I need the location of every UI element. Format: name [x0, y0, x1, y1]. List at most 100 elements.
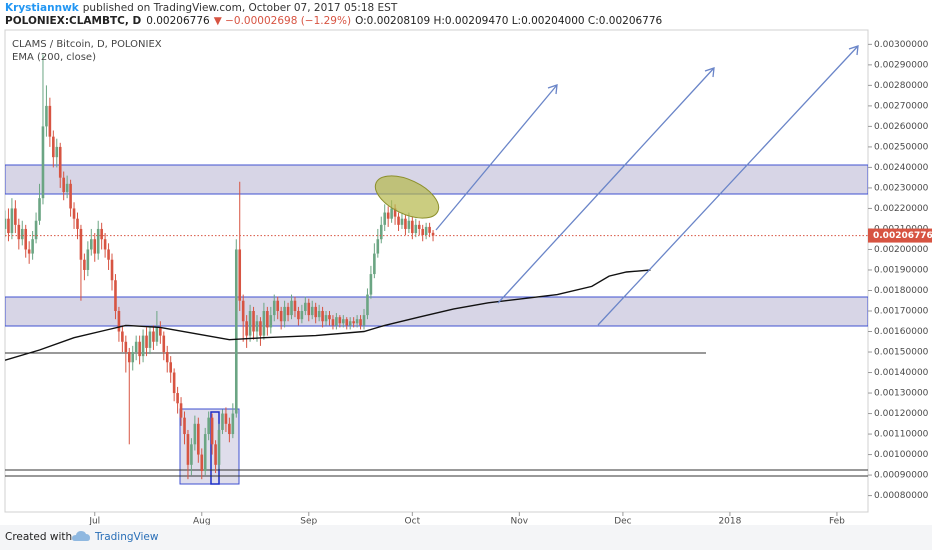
candle-body [34, 220, 38, 240]
y-tick-label: 0.00280000 [874, 81, 929, 91]
candle-body [234, 249, 238, 414]
candle-body [96, 228, 100, 254]
candle-body [90, 239, 93, 250]
candle-body [114, 280, 117, 311]
candle-body [373, 253, 376, 275]
candle-body [48, 105, 52, 137]
candle-body [145, 335, 148, 348]
candle-body [272, 300, 276, 316]
x-tick-label: Nov [511, 517, 529, 527]
y-tick-label: 0.00130000 [874, 389, 929, 399]
footer-brand[interactable]: TradingView [94, 531, 159, 543]
candle-body [238, 249, 242, 301]
candle-body [362, 315, 366, 326]
candle-body [162, 335, 166, 353]
candle-body [193, 423, 197, 445]
y-tick-label: 0.00190000 [874, 265, 929, 275]
candle-body [183, 417, 186, 435]
candle-body [17, 224, 21, 240]
y-tick-label: 0.00230000 [874, 183, 929, 193]
arrow [435, 84, 558, 231]
candle-body [255, 321, 259, 332]
footer-text: Created with [5, 531, 72, 543]
candle-body [69, 183, 72, 209]
candle-body [221, 413, 224, 430]
price-tag-label: 0.00206776 [873, 231, 932, 241]
candle-body [310, 306, 314, 316]
candle-body [407, 220, 411, 229]
arrow-head [547, 84, 558, 95]
candle-body [165, 352, 169, 363]
candle-body [352, 321, 355, 324]
candle-body [100, 228, 103, 240]
candle-body [300, 310, 304, 320]
candle-body [41, 126, 45, 199]
candle-body [38, 198, 41, 221]
candle-body [397, 216, 400, 225]
candle-body [286, 306, 290, 316]
candle-body [431, 232, 435, 236]
candle-body [321, 310, 324, 322]
candle-body [141, 335, 145, 357]
change: ▼ −0.00002698 (−1.29%) [214, 15, 351, 27]
candle-body [383, 212, 387, 225]
candle-body [176, 393, 179, 404]
candle-body [14, 208, 17, 225]
candle-body [424, 226, 428, 236]
candle-body [228, 423, 231, 435]
candle-body [72, 208, 76, 219]
candle-body [190, 444, 193, 465]
candle-body [417, 224, 421, 229]
support-zone [5, 296, 868, 327]
candle-body [86, 249, 90, 270]
x-tick-label: Oct [405, 517, 421, 527]
arrow [597, 45, 859, 326]
candle-body [283, 306, 286, 322]
y-tick-label: 0.00160000 [874, 327, 929, 337]
candle-body [172, 372, 176, 394]
candle-body [197, 423, 200, 455]
arrow-head [848, 45, 859, 56]
candle-body [203, 434, 207, 471]
candle-body [124, 341, 128, 353]
y-tick-label: 0.00180000 [874, 286, 929, 296]
candle-body [224, 413, 228, 424]
candle-body [421, 228, 424, 236]
y-tick-label: 0.00100000 [874, 450, 929, 460]
candle-body [348, 321, 352, 326]
candle-body [314, 306, 317, 318]
x-tick-label: Feb [829, 517, 845, 527]
candle-body [24, 228, 28, 250]
x-tick-label: Sep [300, 517, 317, 527]
candle-body [7, 218, 10, 234]
candle-body [214, 444, 217, 465]
candle-body [411, 220, 414, 234]
price-tag [868, 228, 932, 243]
plot-frame [4, 29, 869, 513]
publisher[interactable]: Krystiannwk [5, 2, 80, 14]
candle-body [103, 239, 107, 250]
candle-body [290, 300, 293, 316]
candle-body [390, 208, 393, 219]
x-tick-label: Aug [193, 517, 211, 527]
footer-bar [0, 525, 932, 550]
candle-body [79, 228, 83, 260]
candle-body [200, 454, 204, 471]
candle-body [297, 310, 300, 320]
candle-body [20, 228, 24, 240]
x-tick-label: Dec [614, 517, 631, 527]
candle-body [55, 146, 59, 158]
candle-body [355, 319, 359, 324]
candle-body [379, 224, 383, 240]
candle-body [186, 434, 190, 465]
symbol: POLONIEX:CLAMBTC, D [5, 15, 142, 27]
candle-body [386, 212, 390, 219]
candle-body [331, 319, 335, 326]
candle-body [307, 302, 311, 316]
candle-body [93, 239, 97, 254]
candle-body [259, 321, 262, 336]
y-tick-label: 0.00140000 [874, 368, 929, 378]
y-tick-label: 0.00240000 [874, 163, 929, 173]
arrow-head [704, 67, 715, 78]
